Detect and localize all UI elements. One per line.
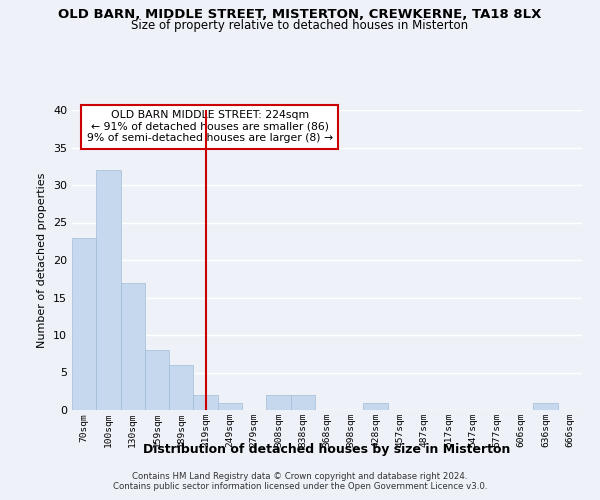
Bar (364, 402, 388, 410)
Bar (218, 402, 242, 410)
Bar (96, 170, 121, 410)
Bar (533, 402, 558, 410)
Bar (169, 365, 193, 410)
Bar (193, 395, 218, 410)
Text: OLD BARN, MIDDLE STREET, MISTERTON, CREWKERNE, TA18 8LX: OLD BARN, MIDDLE STREET, MISTERTON, CREW… (58, 8, 542, 20)
Bar (266, 395, 290, 410)
Text: Contains HM Land Registry data © Crown copyright and database right 2024.: Contains HM Land Registry data © Crown c… (132, 472, 468, 481)
Text: Contains public sector information licensed under the Open Government Licence v3: Contains public sector information licen… (113, 482, 487, 491)
Text: Size of property relative to detached houses in Misterton: Size of property relative to detached ho… (131, 19, 469, 32)
Y-axis label: Number of detached properties: Number of detached properties (37, 172, 47, 348)
Text: OLD BARN MIDDLE STREET: 224sqm
← 91% of detached houses are smaller (86)
9% of s: OLD BARN MIDDLE STREET: 224sqm ← 91% of … (86, 110, 333, 143)
Bar (72, 238, 96, 410)
Text: Distribution of detached houses by size in Misterton: Distribution of detached houses by size … (143, 442, 511, 456)
Bar (145, 350, 169, 410)
Bar (121, 282, 145, 410)
Bar (290, 395, 315, 410)
